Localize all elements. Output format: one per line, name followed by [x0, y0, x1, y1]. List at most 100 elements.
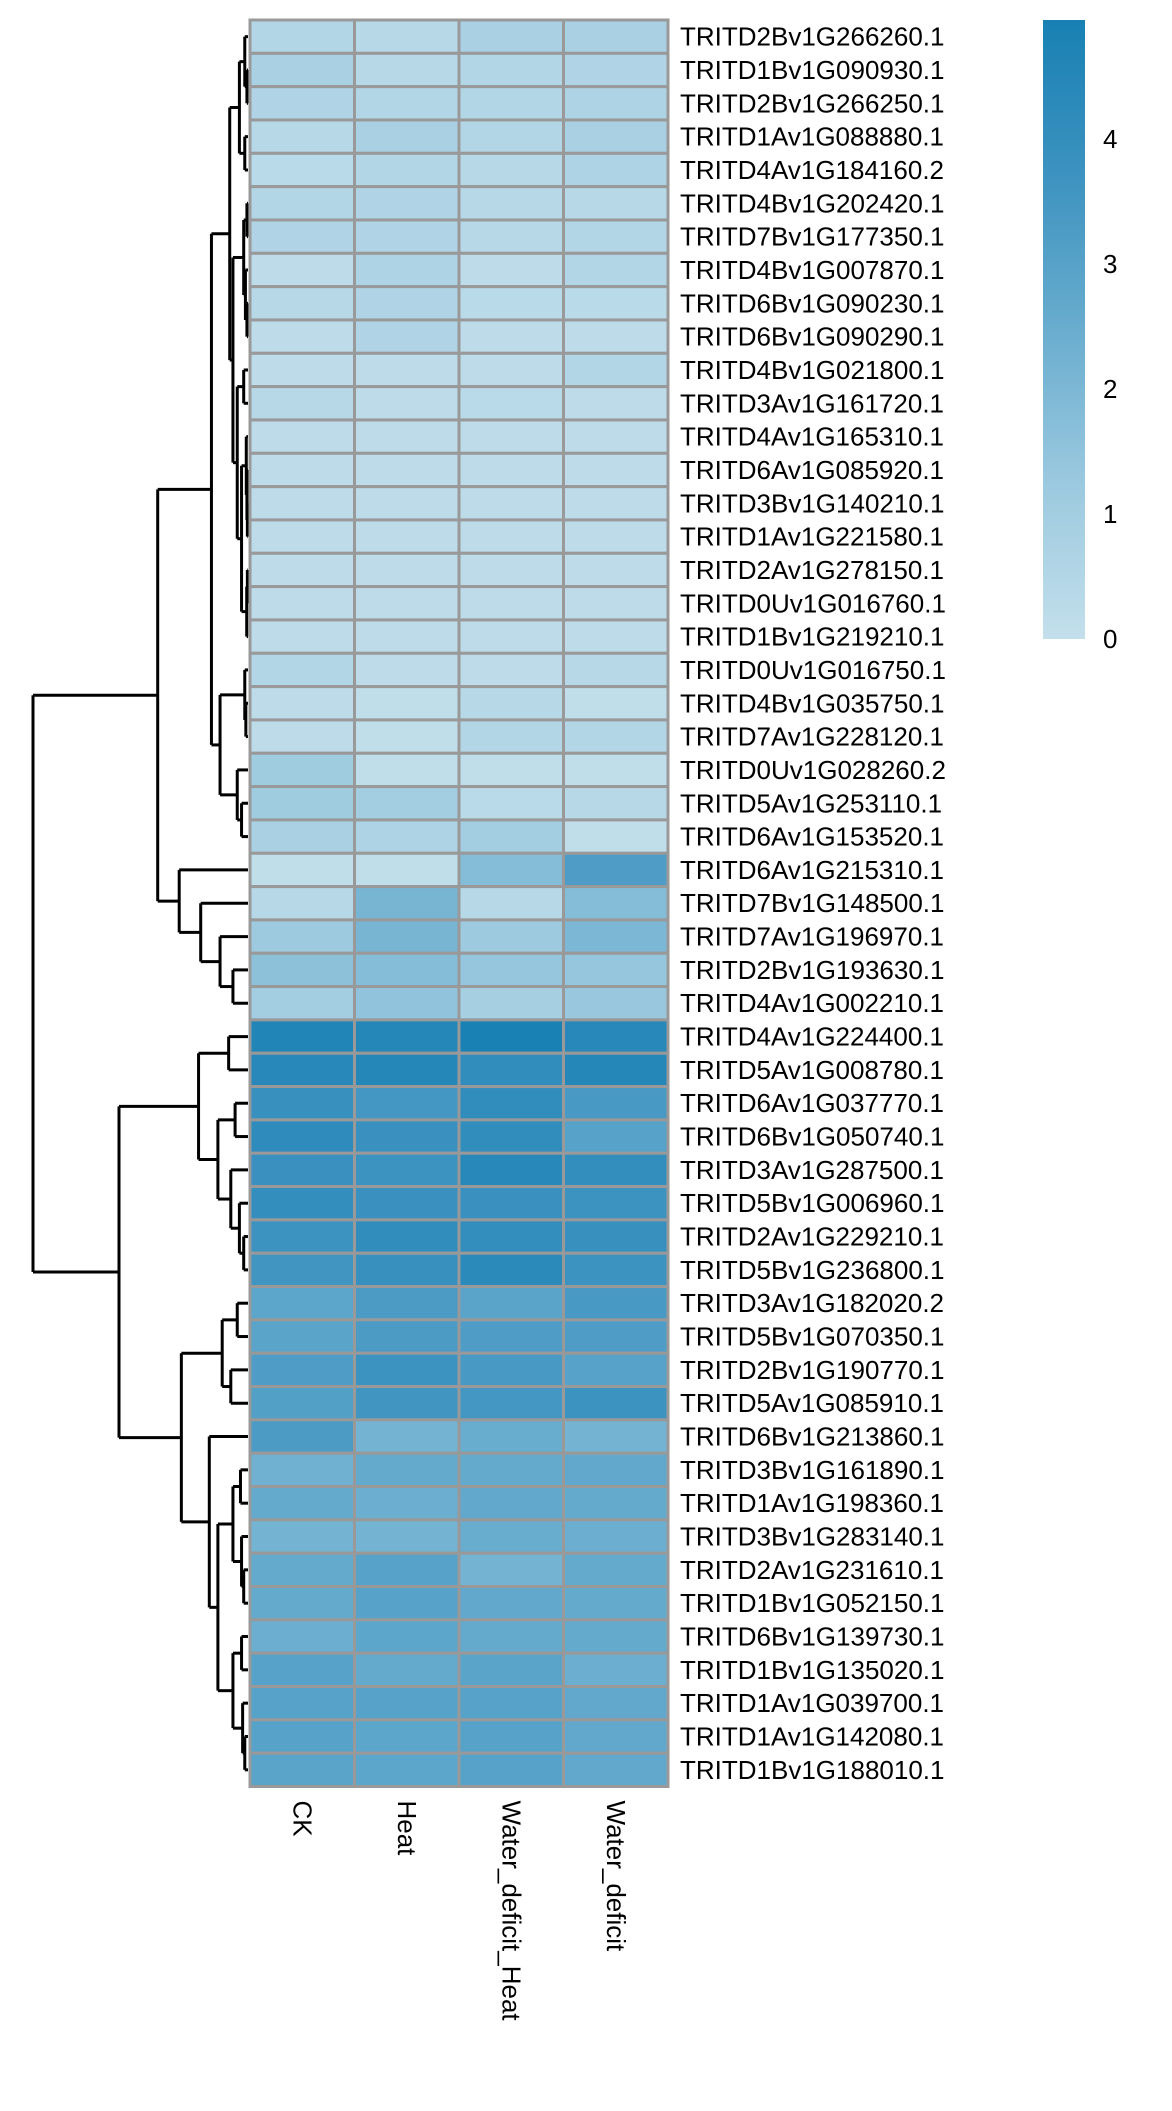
- heatmap-cell: [562, 1385, 670, 1422]
- row-label: TRITD4Av1G165310.1: [680, 422, 944, 452]
- heatmap-cell: [457, 85, 565, 122]
- legend-tick-label: 3: [1103, 249, 1117, 279]
- heatmap-cell: [248, 651, 356, 689]
- heatmap-cells: [248, 18, 670, 1788]
- heatmap-cell: [562, 118, 670, 155]
- heatmap-cell: [248, 1185, 356, 1222]
- heatmap-cell: [353, 1585, 461, 1622]
- heatmap-cell: [353, 918, 461, 955]
- heatmap-cell: [562, 985, 670, 1022]
- heatmap-cell: [353, 551, 461, 589]
- heatmap-cell: [248, 451, 356, 489]
- heatmap-cell: [562, 918, 670, 955]
- heatmap-cell: [353, 285, 461, 322]
- row-label: TRITD0Uv1G016760.1: [680, 588, 946, 618]
- heatmap-cell: [457, 1451, 565, 1489]
- row-label: TRITD6Av1G037770.1: [680, 1088, 944, 1118]
- heatmap-cell: [248, 285, 356, 322]
- row-dendrogram: [31, 35, 249, 1772]
- heatmap-cell: [353, 585, 461, 622]
- row-label: TRITD4Bv1G035750.1: [680, 688, 944, 718]
- legend-tick-label: 1: [1103, 499, 1117, 529]
- heatmap-cell: [457, 1151, 565, 1189]
- heatmap-cell: [248, 318, 356, 355]
- heatmap-cell: [562, 1618, 670, 1655]
- heatmap-cell: [457, 418, 565, 455]
- heatmap-cell: [353, 1051, 461, 1089]
- heatmap-cell: [353, 485, 461, 522]
- heatmap-cell: [457, 751, 565, 789]
- heatmap-cell: [353, 651, 461, 689]
- heatmap-cell: [353, 118, 461, 155]
- heatmap-cell: [353, 885, 461, 922]
- heatmap-cell: [562, 151, 670, 189]
- row-label: TRITD3Bv1G283140.1: [680, 1522, 944, 1552]
- heatmap-cell: [353, 1685, 461, 1722]
- heatmap-cell: [353, 1451, 461, 1489]
- row-label: TRITD6Bv1G090230.1: [680, 288, 944, 318]
- row-label: TRITD1Bv1G188010.1: [680, 1755, 944, 1785]
- row-label: TRITD5Av1G085910.1: [680, 1388, 944, 1418]
- row-label: TRITD1Av1G142080.1: [680, 1721, 944, 1751]
- heatmap-cell: [248, 1418, 356, 1455]
- heatmap-cell: [353, 1551, 461, 1589]
- heatmap-cell: [248, 1351, 356, 1389]
- heatmap-cell: [457, 285, 565, 322]
- heatmap-cell: [562, 1018, 670, 1055]
- heatmap-cell: [562, 618, 670, 655]
- heatmap-cell: [353, 1085, 461, 1122]
- heatmap-cell: [457, 318, 565, 355]
- heatmap-cell: [248, 1718, 356, 1755]
- heatmap-cell: [248, 51, 356, 89]
- row-label: TRITD1Bv1G052150.1: [680, 1588, 944, 1618]
- heatmap-cell: [353, 1485, 461, 1522]
- heatmap-cell: [457, 385, 565, 422]
- heatmap-cell: [248, 518, 356, 555]
- row-label: TRITD3Av1G287500.1: [680, 1155, 944, 1185]
- heatmap-cell: [353, 218, 461, 255]
- heatmap-cell: [457, 1285, 565, 1322]
- heatmap-cell: [353, 1151, 461, 1189]
- heatmap-cell: [562, 1051, 670, 1089]
- heatmap-cell: [562, 851, 670, 889]
- row-label: TRITD1Bv1G135020.1: [680, 1655, 944, 1685]
- heatmap-cell: [248, 1585, 356, 1622]
- heatmap-cell: [353, 185, 461, 222]
- heatmap-cell: [457, 1485, 565, 1522]
- heatmap-cell: [248, 1018, 356, 1055]
- heatmap-cell: [562, 685, 670, 722]
- row-label: TRITD4Bv1G202420.1: [680, 188, 944, 218]
- heatmap-cell: [457, 851, 565, 889]
- heatmap-cell: [248, 1151, 356, 1189]
- legend-tick-label: 0: [1103, 624, 1117, 654]
- heatmap-cell: [353, 818, 461, 855]
- row-label: TRITD1Bv1G219210.1: [680, 622, 944, 652]
- heatmap-cell: [353, 1718, 461, 1755]
- heatmap-cell: [562, 418, 670, 455]
- heatmap-cell: [562, 1718, 670, 1755]
- heatmap-cell: [457, 1051, 565, 1089]
- heatmap-cell: [457, 485, 565, 522]
- row-label: TRITD2Bv1G266260.1: [680, 22, 944, 52]
- row-label: TRITD2Av1G229210.1: [680, 1222, 944, 1252]
- heatmap-cell: [457, 651, 565, 689]
- heatmap-cell: [248, 618, 356, 655]
- heatmap-cell: [353, 618, 461, 655]
- heatmap-cell: [562, 185, 670, 222]
- heatmap-cell: [457, 1518, 565, 1555]
- heatmap-cell: [248, 1751, 356, 1788]
- row-label: TRITD7Av1G196970.1: [680, 922, 944, 952]
- heatmap-cell: [562, 1285, 670, 1322]
- row-label: TRITD3Bv1G140210.1: [680, 488, 944, 518]
- row-label: TRITD7Bv1G177350.1: [680, 222, 944, 252]
- row-label: TRITD3Av1G161720.1: [680, 388, 944, 418]
- row-label: TRITD5Bv1G070350.1: [680, 1322, 944, 1352]
- heatmap-cell: [457, 1685, 565, 1722]
- heatmap-cell: [353, 1651, 461, 1689]
- heatmap-cell: [248, 918, 356, 955]
- heatmap-cell: [248, 351, 356, 389]
- row-label: TRITD4Bv1G007870.1: [680, 255, 944, 285]
- heatmap-cell: [562, 1685, 670, 1722]
- row-label: TRITD2Av1G231610.1: [680, 1555, 944, 1585]
- heatmap-cell: [353, 751, 461, 789]
